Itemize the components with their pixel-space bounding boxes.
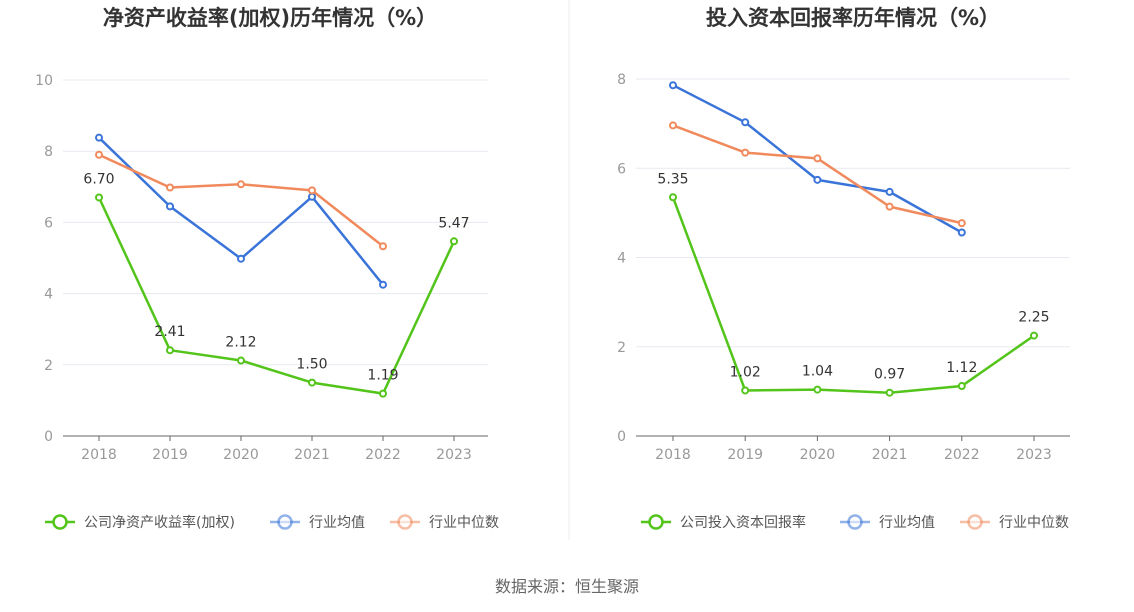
data-point [237,356,245,365]
x-tick-label: 2023 [436,447,472,463]
data-point [308,192,316,201]
y-tick-label: 2 [44,358,53,374]
data-point [1030,331,1038,340]
x-tick-label: 2023 [1016,447,1052,463]
data-point [813,385,822,394]
y-tick-label: 8 [44,144,53,160]
y-tick-label: 2 [617,340,626,356]
x-tick-label: 2022 [944,447,980,463]
data-point [669,121,677,130]
data-point [957,219,966,228]
data-point [95,150,103,159]
data-point [813,175,822,184]
data-label: 0.97 [874,367,905,383]
x-tick-label: 2019 [152,447,188,463]
data-point [237,254,245,263]
legend-label: 行业中位数 [429,515,499,531]
legend-label: 行业中位数 [999,515,1069,531]
data-point [95,133,103,142]
legend-marker [52,514,68,530]
y-tick-label: 4 [44,287,53,303]
data-point [957,228,966,237]
data-point [308,186,316,195]
x-tick-label: 2018 [81,447,117,463]
legend-label: 行业均值 [309,515,365,531]
data-point [741,118,750,127]
data-point [813,154,822,163]
x-tick-label: 2020 [223,447,259,463]
data-point [166,346,174,355]
data-point [95,193,103,202]
legend-marker [397,514,413,530]
data-label: 5.35 [657,171,688,187]
x-tick-label: 2018 [655,447,691,463]
data-point [885,202,894,211]
series-line-0 [97,196,456,395]
data-point [741,386,750,395]
x-tick-label: 2022 [365,447,401,463]
x-tick-label: 2019 [727,447,763,463]
chart-title: 投入资本回报率历年情况（%） [706,6,1000,30]
legend-marker [967,514,983,530]
data-point [379,389,387,398]
legend-marker [277,514,293,530]
data-point [885,187,894,196]
legend-marker [648,514,664,530]
data-label: 1.02 [730,364,761,380]
y-tick-label: 0 [44,429,53,445]
data-label: 2.25 [1018,310,1049,326]
data-label: 1.19 [367,368,398,384]
roe-chart: 净资产收益率(加权)历年情况（%） 0 2 4 6 8 10 2018 2019 2020 2021… [35,6,499,531]
y-tick-label: 10 [35,73,53,89]
data-point [379,280,387,289]
x-tick-label: 2020 [800,447,836,463]
y-tick-label: 6 [617,161,626,177]
y-tick-label: 4 [617,251,626,267]
data-label: 2.12 [225,335,256,351]
data-point [669,81,677,90]
data-point [741,148,750,157]
legend-marker [847,514,863,530]
data-point [957,382,966,391]
x-tick-label: 2021 [872,447,908,463]
series-line-0 [671,196,1035,394]
data-point [308,378,316,387]
y-tick-label: 8 [617,72,626,88]
data-point [166,202,174,211]
data-point [379,242,387,251]
data-label: 5.47 [438,215,469,231]
data-label: 2.41 [154,324,185,340]
x-tick-label: 2021 [294,447,330,463]
data-point [450,237,458,246]
y-tick-label: 6 [44,215,53,231]
data-point [166,183,174,192]
data-label: 6.70 [83,171,114,187]
data-label: 1.04 [802,364,833,380]
y-tick-label: 0 [617,429,626,445]
legend-label: 公司净资产收益率(加权) [84,514,235,531]
legend-label: 行业均值 [879,515,935,531]
chart-title: 净资产收益率(加权)历年情况（%） [103,6,437,30]
data-label: 1.12 [946,360,977,376]
data-point [885,388,894,397]
source-note: 数据来源：恒生聚源 [495,577,639,596]
roic-chart: 投入资本回报率历年情况（%） 0 2 4 6 8 2018 2019 2020 2021 2022 2… [617,6,1070,531]
data-label: 1.50 [296,357,327,373]
data-point [237,180,245,189]
data-point [669,193,677,202]
legend-label: 公司投入资本回报率 [680,514,806,531]
